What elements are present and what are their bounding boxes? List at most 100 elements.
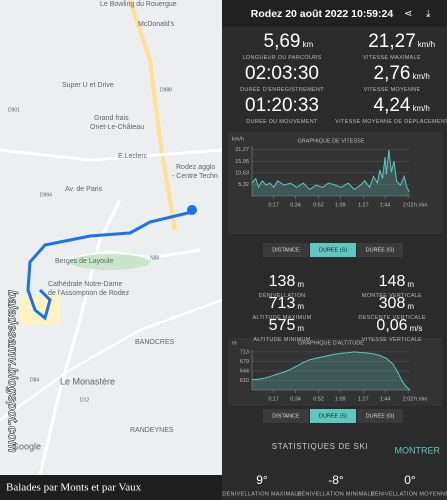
center [20,295,60,325]
header-title: Rodez 20 août 2022 10:59:24 [251,8,394,20]
road-label: D901 [8,107,20,113]
tab[interactable] [310,243,356,257]
road [0,299,223,421]
road [128,0,177,231]
stat-label: MONTÉE VERTICALE [362,292,422,299]
area [252,149,410,196]
line [251,351,411,391]
tab[interactable] [357,409,403,423]
marker[interactable] [187,205,197,215]
chart-box [228,132,442,234]
tab-label: DISTANCE [272,413,300,419]
map-label: Rodez agglo [176,164,215,171]
slope-label: DÉNIVELLATION MINIMALE [297,490,375,497]
map-label: Av. de Paris [65,186,103,193]
stat-value: 308 [379,295,406,312]
tab-label: DURÉE (S) [319,412,347,419]
slope-value: 9° [256,473,268,487]
map-label: Super U et Drive [62,82,114,89]
y-tick-label: 21,27 [235,147,249,153]
stat-label: VITESSE VERTICALE [362,337,422,343]
x-tick-label: 1:44 [380,202,391,208]
map-label: Le Bowling du Rouergue [100,1,177,8]
axis-unit: km/h [232,136,244,142]
stat-value: 4,24 [374,95,411,116]
map-label: - Centre Techn [172,173,218,180]
y-tick-label: 5,32 [238,182,249,188]
stat-unit: km/h [412,72,429,81]
map-label: McDonald's [138,21,175,28]
map-label: RANDEYNES [130,427,174,434]
stat-label: LONGUEUR DU PARCOURS [243,55,322,61]
stat-unit: m [297,324,304,333]
x-tick-label: 1:09 [335,202,346,208]
tab[interactable] [263,409,309,423]
tab-label: DISTANCE [272,247,300,253]
stat-label: VITESSE MAXIMALE [363,55,421,61]
slope-label: DÉNIVELLATION MOYENNE [371,490,447,497]
tab[interactable] [357,243,403,257]
tab-label: DURÉE (G) [366,412,395,419]
road-label: N88 [150,255,159,261]
chart-box [228,338,442,406]
x-tick-label: 2:02 [403,202,414,208]
stat-unit: m [297,302,304,311]
stat-value: 0,06 [376,317,407,334]
track [26,210,193,321]
tab[interactable] [310,409,356,423]
stat-unit: m/s [410,324,423,333]
footer [0,475,222,500]
x-tick-label: 0:34 [290,202,301,208]
map-label: Le Monastère [60,376,115,386]
x-tick-label: 1:27 [358,202,369,208]
map-label: E.Leclerc [118,153,148,160]
line [251,149,410,192]
stat-label: DURÉE D'ENREGISTREMENT [240,86,324,93]
x-tick-label: 1:44 [380,396,391,402]
stat-value: 5,69 [264,31,301,52]
road-label: D988 [160,87,172,93]
stat-value: 713 [269,295,296,312]
axis-unit: h:min [414,202,427,208]
road [38,199,122,476]
slope-value: -8° [328,473,344,487]
stat-label: VITESSE MOYENNE [363,87,420,93]
tab-label: DURÉE (G) [366,246,395,253]
stat-unit: m [407,280,414,289]
ski-button[interactable]: MONTRER [395,445,441,455]
stat-value: 138 [269,273,296,290]
stat-value: 01:20:33 [245,95,319,116]
road [0,148,223,162]
x-tick-label: 0:52 [313,202,324,208]
stat-unit: m [407,302,414,311]
slope-value: 0° [404,473,416,487]
stat-label: VITESSE MOYENNE DE DÉPLACEMENT [335,118,447,125]
download-icon[interactable]: ⤓ [426,9,431,20]
stat-unit: km [302,40,313,49]
stat-label: DESCENTE VERTICALE [358,315,425,321]
tab[interactable] [263,243,309,257]
map-label: Berges de Layoule [55,258,113,265]
map-label: Cathédrale Notre-Dame [48,281,122,288]
map[interactable] [0,0,222,475]
y-tick-label: 10,63 [235,170,249,176]
stat-value: 148 [379,273,406,290]
watermark: baladesamv.blogspot.com [6,290,21,453]
map-label: de l'Assomption de Rodez [48,290,130,297]
chart-title: GRAPHIQUE D'ALTITUDE [298,340,364,346]
x-tick-label: 1:09 [335,396,346,402]
stat-value: 2,76 [374,63,411,84]
map-label: BANOCRES [135,339,175,346]
stat-value: 02:03:30 [245,63,319,84]
park [70,254,150,270]
stat-unit: km/h [418,40,435,49]
header [222,0,447,27]
x-tick-label: 0:34 [290,396,301,402]
share-icon[interactable]: ⋖ [404,9,412,20]
y-tick-label: 644 [240,368,249,374]
road-label: D994 [40,192,52,198]
stat-value: 21,27 [368,31,416,52]
stat-unit: m [297,280,304,289]
ski-title: STATISTIQUES DE SKI [272,442,368,451]
